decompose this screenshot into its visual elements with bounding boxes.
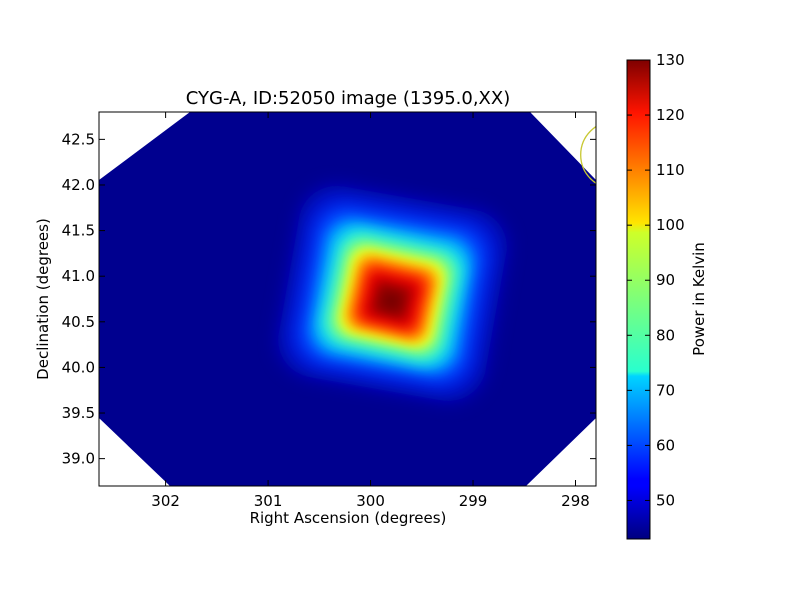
colorbar-frame xyxy=(626,59,651,540)
x-tick-label: 299 xyxy=(459,492,488,510)
x-tick-label: 301 xyxy=(254,492,283,510)
plot-area xyxy=(99,112,596,486)
y-tick-label: 39.0 xyxy=(62,450,95,468)
chart-title: CYG-A, ID:52050 image (1395.0,XX) xyxy=(186,88,510,109)
colorbar-tick-label: 120 xyxy=(656,106,685,124)
y-tick-label: 42.5 xyxy=(62,130,95,148)
y-tick-label: 41.0 xyxy=(62,267,95,285)
colorbar-tick-label: 110 xyxy=(656,161,685,179)
y-tick-label: 41.5 xyxy=(62,222,95,240)
y-axis: 39.0 39.5 40.0 40.5 41.0 41.5 42.0 42.5 xyxy=(62,130,596,468)
x-axis: 302 301 300 299 298 xyxy=(151,112,590,510)
colorbar-tick-label: 80 xyxy=(656,326,675,344)
x-tick-label: 302 xyxy=(151,492,180,510)
colorbar-tick-label: 100 xyxy=(656,216,685,234)
colorbar-label: Power in Kelvin xyxy=(690,242,708,356)
y-tick-label: 39.5 xyxy=(62,404,95,422)
x-tick-label: 298 xyxy=(561,492,590,510)
colorbar-tick-label: 130 xyxy=(656,51,685,69)
source-emission xyxy=(278,186,507,401)
colorbar-tick-label: 50 xyxy=(656,491,675,509)
y-tick-label: 42.0 xyxy=(62,176,95,194)
x-axis-label: Right Ascension (degrees) xyxy=(250,509,447,527)
beam-circle xyxy=(580,125,596,184)
y-tick-label: 40.5 xyxy=(62,313,95,331)
colorbar-gradient xyxy=(627,60,650,539)
y-axis-label: Declination (degrees) xyxy=(34,218,52,380)
colorbar-tick-label: 60 xyxy=(656,436,675,454)
colorbar-ticks: 50 60 70 80 90 100 110 120 130 xyxy=(627,51,685,509)
x-tick-label: 300 xyxy=(356,492,385,510)
plot-frame xyxy=(98,111,597,487)
colorbar-tick-label: 90 xyxy=(656,271,675,289)
colorbar-tick-label: 70 xyxy=(656,381,675,399)
y-tick-label: 40.0 xyxy=(62,358,95,376)
source-contour xyxy=(380,290,403,312)
colorbar: 50 60 70 80 90 100 110 120 130 Power in Kelvin xyxy=(626,51,708,540)
